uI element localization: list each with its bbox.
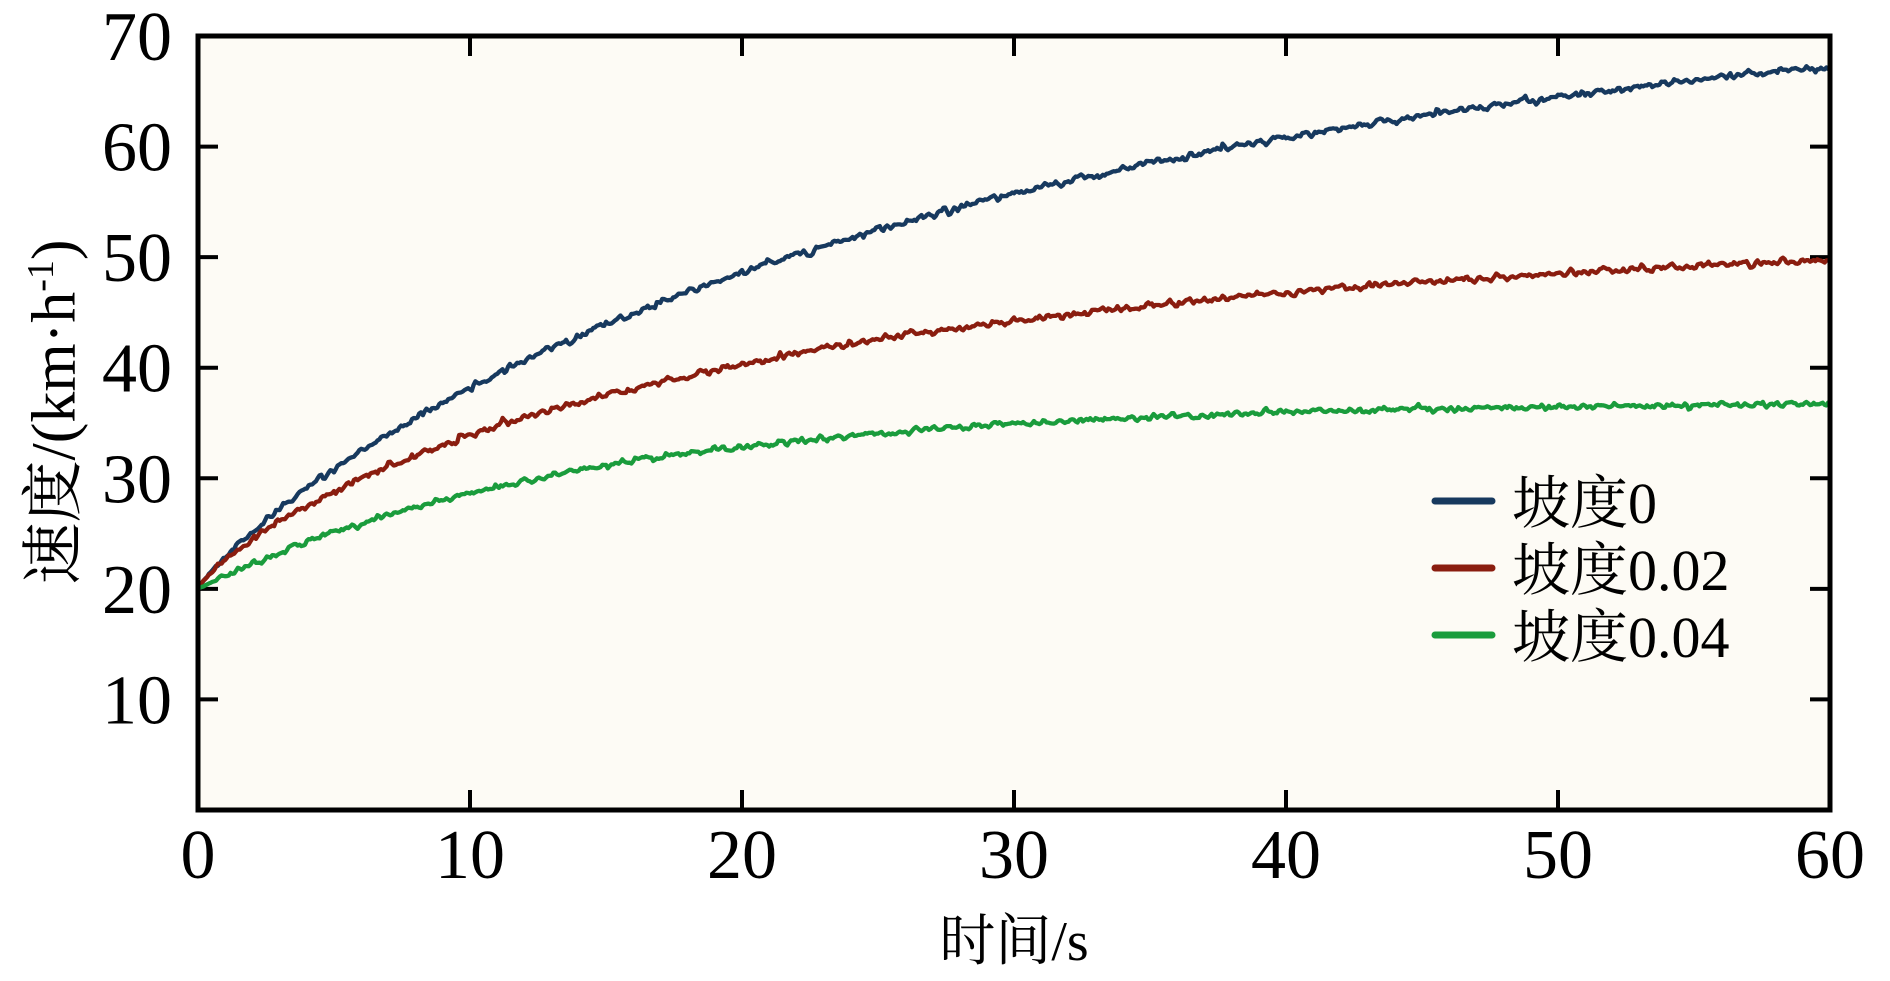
- svg-text:50: 50: [1523, 817, 1593, 894]
- svg-text:50: 50: [102, 220, 172, 297]
- svg-text:坡度0: 坡度0: [1512, 471, 1657, 536]
- svg-text:20: 20: [102, 552, 172, 629]
- svg-text:0: 0: [181, 817, 216, 894]
- svg-text:70: 70: [102, 0, 172, 76]
- svg-text:30: 30: [979, 817, 1049, 894]
- svg-text:30: 30: [102, 441, 172, 518]
- svg-text:10: 10: [102, 662, 172, 739]
- svg-text:时间/s: 时间/s: [939, 911, 1088, 973]
- svg-text:60: 60: [102, 110, 172, 187]
- svg-text:40: 40: [102, 331, 172, 408]
- svg-text:40: 40: [1251, 817, 1321, 894]
- svg-text:坡度0.04: 坡度0.04: [1512, 605, 1730, 670]
- svg-text:20: 20: [707, 817, 777, 894]
- svg-text:10: 10: [435, 817, 505, 894]
- svg-text:60: 60: [1795, 817, 1865, 894]
- svg-text:坡度0.02: 坡度0.02: [1512, 538, 1730, 603]
